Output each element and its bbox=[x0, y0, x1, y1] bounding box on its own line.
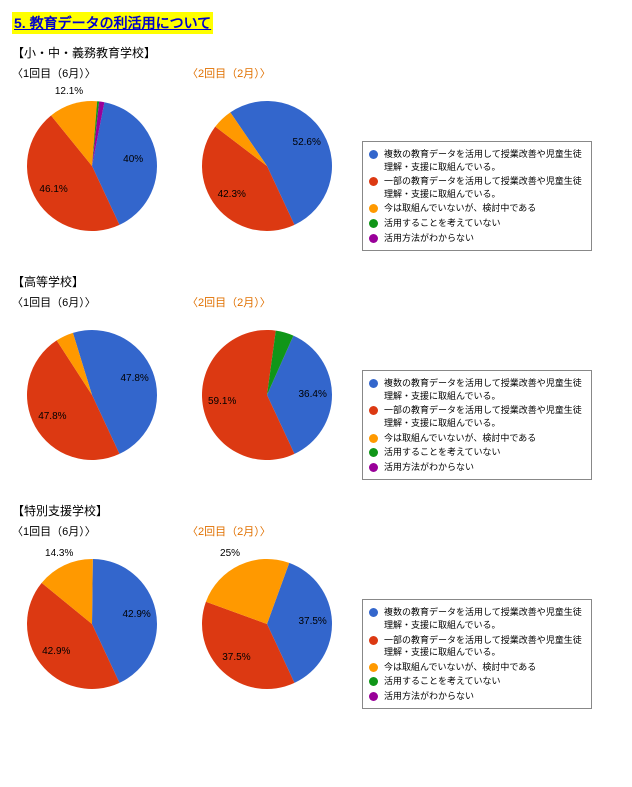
legend-item: 一部の教育データを活用して授業改善や児童生徒理解・支援に取組んでいる。 bbox=[369, 634, 585, 659]
legend-item: 活用することを考えていない bbox=[369, 217, 585, 230]
legend-text: 複数の教育データを活用して授業改善や児童生徒理解・支援に取組んでいる。 bbox=[384, 606, 585, 631]
legend-item: 活用することを考えていない bbox=[369, 446, 585, 459]
pie-slice-label: 59.1% bbox=[208, 396, 236, 407]
legend-text: 活用することを考えていない bbox=[384, 446, 585, 459]
legend: 複数の教育データを活用して授業改善や児童生徒理解・支援に取組んでいる。一部の教育… bbox=[362, 599, 592, 709]
legend-swatch bbox=[369, 406, 378, 415]
pie-slice-label: 25% bbox=[220, 548, 240, 559]
legend-text: 複数の教育データを活用して授業改善や児童生徒理解・支援に取組んでいる。 bbox=[384, 377, 585, 402]
legend-item: 今は取組んでいないが、検討中である bbox=[369, 202, 585, 215]
legend-text: 活用することを考えていない bbox=[384, 217, 585, 230]
legend-text: 一部の教育データを活用して授業改善や児童生徒理解・支援に取組んでいる。 bbox=[384, 175, 585, 200]
pie-slice-label: 52.6% bbox=[293, 137, 321, 148]
legend-item: 活用方法がわからない bbox=[369, 232, 585, 245]
legend-text: 今は取組んでいないが、検討中である bbox=[384, 202, 585, 215]
legend-text: 今は取組んでいないが、検討中である bbox=[384, 661, 585, 674]
legend-item: 活用方法がわからない bbox=[369, 690, 585, 703]
pie-slice-label: 42.3% bbox=[218, 189, 246, 200]
legend-item: 活用方法がわからない bbox=[369, 461, 585, 474]
legend-swatch bbox=[369, 692, 378, 701]
legend-text: 活用方法がわからない bbox=[384, 461, 585, 474]
pie-slice-label: 42.9% bbox=[122, 609, 150, 620]
pie-slice-label: 36.4% bbox=[298, 389, 326, 400]
pie-slice-label: 37.5% bbox=[222, 652, 250, 663]
pie-slice-label: 47.8% bbox=[120, 373, 148, 384]
legend-item: 今は取組んでいないが、検討中である bbox=[369, 432, 585, 445]
period-label-second: 〈2回目（2月）〉 bbox=[187, 68, 271, 80]
legend-item: 一部の教育データを活用して授業改善や児童生徒理解・支援に取組んでいる。 bbox=[369, 404, 585, 429]
section-title: 【特別支援学校】 bbox=[12, 502, 620, 519]
legend-item: 複数の教育データを活用して授業改善や児童生徒理解・支援に取組んでいる。 bbox=[369, 377, 585, 402]
legend-item: 複数の教育データを活用して授業改善や児童生徒理解・支援に取組んでいる。 bbox=[369, 148, 585, 173]
legend-swatch bbox=[369, 204, 378, 213]
pie-chart: 52.6% 42.3% bbox=[187, 81, 347, 241]
period-label-second: 〈2回目（2月）〉 bbox=[187, 526, 271, 538]
legend-text: 一部の教育データを活用して授業改善や児童生徒理解・支援に取組んでいる。 bbox=[384, 634, 585, 659]
chart-section: 【特別支援学校】〈1回目（6月）〉 〈2回目（2月）〉 42.9% 42.9% 14.3… bbox=[12, 502, 620, 709]
legend-swatch bbox=[369, 177, 378, 186]
period-label-first: 〈1回目（6月）〉 bbox=[12, 526, 96, 538]
section-title: 【小・中・義務教育学校】 bbox=[12, 44, 620, 61]
pie-slice-label: 37.5% bbox=[298, 616, 326, 627]
pie-slice-label: 12.1% bbox=[55, 86, 83, 97]
legend-swatch bbox=[369, 434, 378, 443]
legend-text: 今は取組んでいないが、検討中である bbox=[384, 432, 585, 445]
legend: 複数の教育データを活用して授業改善や児童生徒理解・支援に取組んでいる。一部の教育… bbox=[362, 370, 592, 480]
pie-slice-label: 47.8% bbox=[38, 411, 66, 422]
legend-swatch bbox=[369, 234, 378, 243]
chart-section: 【高等学校】〈1回目（6月）〉 〈2回目（2月）〉 47.8% 47.8% 36.4% 5… bbox=[12, 273, 620, 480]
legend-text: 活用方法がわからない bbox=[384, 690, 585, 703]
legend-swatch bbox=[369, 219, 378, 228]
legend-item: 今は取組んでいないが、検討中である bbox=[369, 661, 585, 674]
pie-slice-label: 14.3% bbox=[45, 548, 73, 559]
legend-text: 活用することを考えていない bbox=[384, 675, 585, 688]
legend-text: 活用方法がわからない bbox=[384, 232, 585, 245]
pie-chart: 40% 46.1% 12.1% bbox=[12, 81, 172, 241]
pie-chart: 37.5% 37.5% 25% bbox=[187, 539, 347, 699]
legend-item: 複数の教育データを活用して授業改善や児童生徒理解・支援に取組んでいる。 bbox=[369, 606, 585, 631]
legend: 複数の教育データを活用して授業改善や児童生徒理解・支援に取組んでいる。一部の教育… bbox=[362, 141, 592, 251]
legend-item: 活用することを考えていない bbox=[369, 675, 585, 688]
period-label-second: 〈2回目（2月）〉 bbox=[187, 297, 271, 309]
chart-section: 【小・中・義務教育学校】〈1回目（6月）〉 〈2回目（2月）〉 40% 46.1% 12… bbox=[12, 44, 620, 251]
legend-text: 複数の教育データを活用して授業改善や児童生徒理解・支援に取組んでいる。 bbox=[384, 148, 585, 173]
section-heading: 5. 教育データの利活用について bbox=[12, 12, 213, 34]
legend-swatch bbox=[369, 150, 378, 159]
legend-swatch bbox=[369, 608, 378, 617]
pie-slice-label: 46.1% bbox=[39, 184, 67, 195]
section-title: 【高等学校】 bbox=[12, 273, 620, 290]
period-label-first: 〈1回目（6月）〉 bbox=[12, 297, 96, 309]
legend-swatch bbox=[369, 379, 378, 388]
legend-swatch bbox=[369, 663, 378, 672]
pie-slice-label: 40% bbox=[123, 154, 143, 165]
legend-swatch bbox=[369, 448, 378, 457]
period-label-first: 〈1回目（6月）〉 bbox=[12, 68, 96, 80]
pie-chart: 36.4% 59.1% bbox=[187, 310, 347, 470]
pie-slice-label: 42.9% bbox=[42, 646, 70, 657]
legend-text: 一部の教育データを活用して授業改善や児童生徒理解・支援に取組んでいる。 bbox=[384, 404, 585, 429]
legend-swatch bbox=[369, 636, 378, 645]
legend-swatch bbox=[369, 463, 378, 472]
pie-chart: 42.9% 42.9% 14.3% bbox=[12, 539, 172, 699]
legend-swatch bbox=[369, 677, 378, 686]
pie-chart: 47.8% 47.8% bbox=[12, 310, 172, 470]
legend-item: 一部の教育データを活用して授業改善や児童生徒理解・支援に取組んでいる。 bbox=[369, 175, 585, 200]
